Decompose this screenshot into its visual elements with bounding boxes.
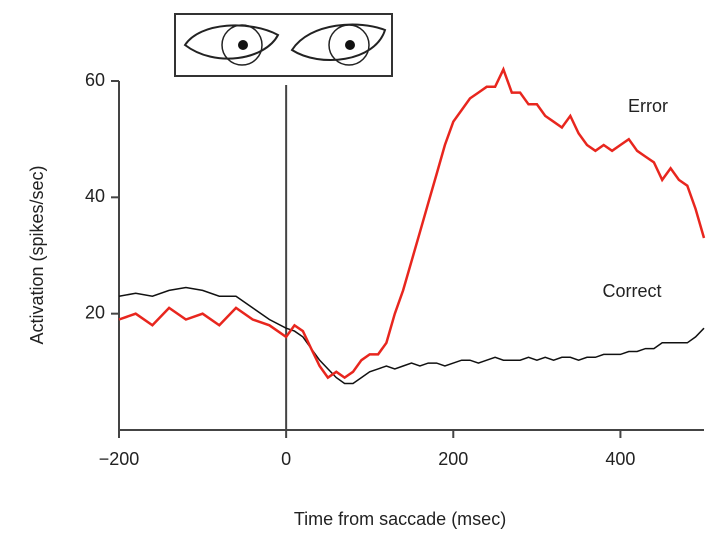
x-tick-label: 200 [438,449,468,469]
series-line [118,66,706,380]
series-line [118,286,705,385]
y-tick-label: 40 [85,186,105,206]
y-axis-title: Activation (spikes/sec) [27,165,47,344]
x-tick-label: 0 [281,449,291,469]
x-tick-label: −200 [99,449,140,469]
x-tick-label: 400 [605,449,635,469]
y-tick-label: 60 [85,70,105,90]
eyes-icon [174,13,393,77]
x-axis-title: Time from saccade (msec) [294,509,506,529]
series-label: Error [628,96,668,116]
y-tick-label: 20 [85,302,105,322]
series-label: Correct [602,281,661,301]
